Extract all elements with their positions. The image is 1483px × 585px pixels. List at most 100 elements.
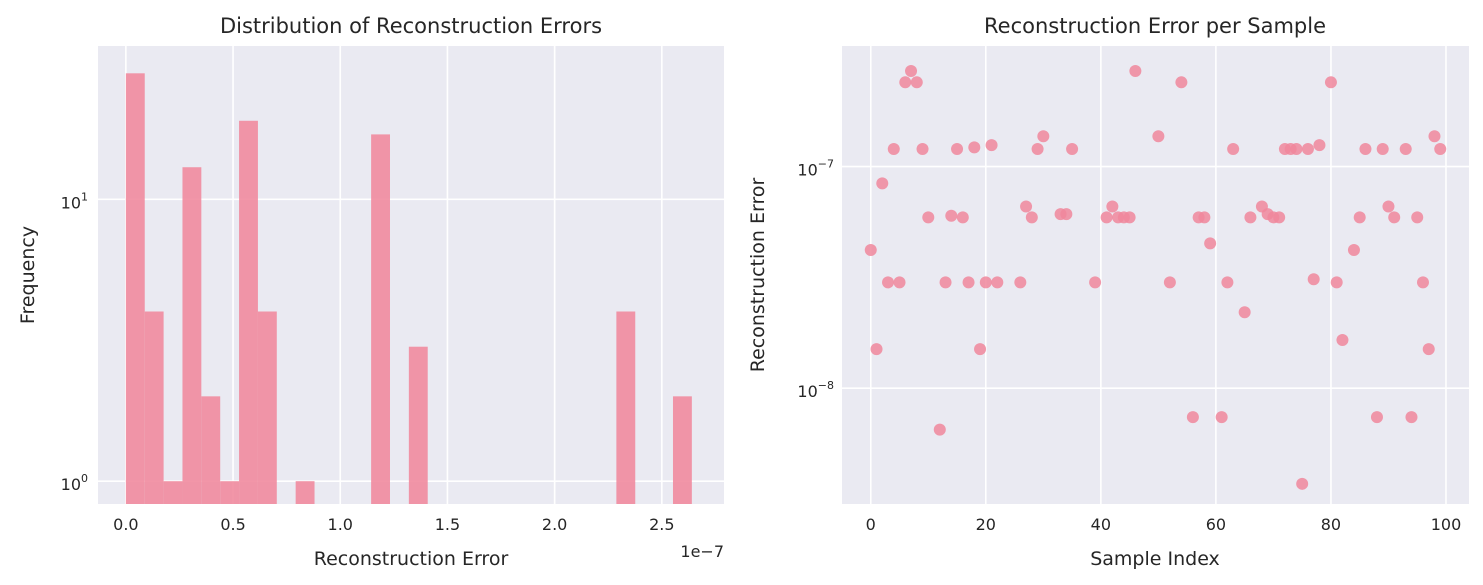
scatter-point [1244, 211, 1257, 224]
scatter-grid [842, 46, 1469, 504]
scatter-point [1123, 211, 1136, 224]
scatter-point [870, 343, 883, 356]
scatter-point [991, 276, 1004, 289]
histogram-title: Distribution of Reconstruction Errors [220, 14, 602, 38]
scatter-point [1175, 76, 1188, 89]
scatter-point [922, 211, 935, 224]
scatter-point [893, 276, 906, 289]
scatter-point [1416, 276, 1429, 289]
scatter-point [945, 209, 958, 222]
scatter-y-tick-label: 10−8 [797, 379, 834, 401]
scatter-point [1031, 143, 1044, 156]
scatter-point [985, 139, 998, 152]
scatter-point [1186, 411, 1199, 424]
scatter-point [974, 343, 987, 356]
histogram-bar [239, 120, 258, 504]
scatter-point [1106, 200, 1119, 213]
scatter-point [905, 64, 918, 77]
histogram-bar [295, 481, 315, 504]
scatter-point [1238, 306, 1251, 319]
histogram-x-tick-label: 1.5 [435, 515, 460, 534]
scatter-point [1227, 143, 1240, 156]
scatter-point [1382, 200, 1395, 213]
histogram-x-tick-label: 0.0 [113, 515, 138, 534]
histogram-y-axis-label: Frequency [17, 226, 39, 324]
scatter-point [899, 76, 912, 89]
scatter-point [1163, 276, 1176, 289]
histogram-bar [408, 346, 428, 504]
histogram-x-ticks: 0.0 0.5 1.0 1.5 2.0 2.5 [113, 515, 674, 534]
histogram-bar [672, 396, 692, 504]
histogram-bar [182, 167, 202, 504]
histogram-x-tick-label: 2.0 [542, 515, 567, 534]
scatter-point [1215, 411, 1228, 424]
scatter-x-tick-label: 20 [976, 515, 996, 534]
histogram-bar [125, 73, 145, 505]
histogram-x-offset-label: 1e−7 [680, 542, 724, 561]
scatter-point [1359, 143, 1372, 156]
scatter-point [1353, 211, 1366, 224]
histogram-x-tick-label: 1.0 [328, 515, 353, 534]
scatter-point [1422, 343, 1435, 356]
histogram-bar [371, 134, 390, 504]
scatter-point [1020, 200, 1033, 213]
scatter-point [933, 423, 946, 436]
scatter-point [1428, 130, 1441, 143]
scatter-y-tick-label: 10−7 [797, 158, 834, 180]
scatter-point [1347, 244, 1360, 257]
scatter-point [1204, 237, 1217, 250]
scatter-x-tick-label: 80 [1321, 515, 1341, 534]
scatter-point [864, 244, 877, 257]
scatter-y-axis-label: Reconstruction Error [747, 178, 769, 373]
scatter-point [1405, 411, 1418, 424]
scatter-point [1152, 130, 1165, 143]
scatter-point [916, 143, 929, 156]
histogram-bar [257, 311, 277, 504]
histogram-bar [144, 311, 164, 504]
scatter-point [1221, 276, 1234, 289]
scatter-point [887, 143, 900, 156]
scatter-point [1313, 139, 1326, 152]
histogram-y-tick-label: 101 [61, 190, 88, 212]
scatter-point [956, 211, 969, 224]
scatter-x-axis-label: Sample Index [1090, 548, 1220, 570]
scatter-point [1089, 276, 1102, 289]
scatter-x-tick-label: 0 [866, 515, 876, 534]
scatter-point [1388, 211, 1401, 224]
scatter-y-ticks: 10−8 10−7 [797, 158, 834, 402]
scatter-point [1336, 333, 1349, 346]
scatter-point [1296, 477, 1309, 490]
scatter-point [1025, 211, 1038, 224]
histogram-y-ticks: 100 101 [61, 190, 88, 494]
histogram-bar [163, 481, 183, 504]
scatter-point [1376, 143, 1389, 156]
histogram-bar [201, 396, 221, 504]
scatter-panel: 0 20 40 60 80 100 10−8 10−7 Reconstruction Err… [747, 14, 1469, 570]
scatter-x-tick-label: 40 [1091, 515, 1111, 534]
histogram-bar [220, 481, 240, 504]
scatter-point [1014, 276, 1027, 289]
scatter-point [876, 177, 889, 190]
scatter-x-tick-label: 100 [1431, 515, 1462, 534]
histogram-bars [125, 73, 692, 505]
scatter-point [1324, 76, 1337, 89]
scatter-point [1330, 276, 1343, 289]
scatter-point [1129, 64, 1142, 77]
scatter-title: Reconstruction Error per Sample [984, 14, 1326, 38]
scatter-point [1434, 143, 1447, 156]
histogram-y-tick-label: 100 [61, 472, 88, 494]
scatter-point [1301, 143, 1314, 156]
scatter-point [1370, 411, 1383, 424]
scatter-point [1100, 211, 1113, 224]
scatter-x-ticks: 0 20 40 60 80 100 [866, 515, 1462, 534]
histogram-bar [616, 311, 636, 504]
histogram-x-tick-label: 2.5 [649, 515, 674, 534]
scatter-point [1066, 143, 1079, 156]
scatter-points [864, 64, 1447, 490]
scatter-point [968, 141, 981, 154]
scatter-point [910, 76, 923, 89]
scatter-point [1307, 273, 1320, 286]
histogram-x-axis-label: Reconstruction Error [314, 548, 509, 570]
scatter-point [1273, 211, 1286, 224]
scatter-point [1198, 211, 1211, 224]
